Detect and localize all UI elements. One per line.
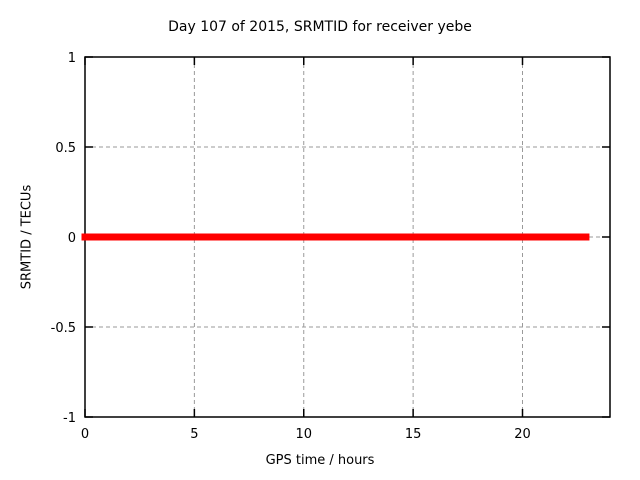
- x-tick-label-15: 15: [405, 427, 422, 442]
- y-tick-label-0.5: 0.5: [55, 141, 76, 156]
- x-axis-label: GPS time / hours: [265, 453, 375, 468]
- x-tick-label-20: 20: [514, 427, 531, 442]
- y-tick-label--1: -1: [63, 411, 76, 426]
- chart-title: Day 107 of 2015, SRMTID for receiver yeb…: [168, 19, 472, 35]
- x-tick-label-10: 10: [295, 427, 312, 442]
- x-tick-label-5: 5: [190, 427, 198, 442]
- y-tick-label-1: 1: [68, 51, 76, 66]
- y-tick-label-0: 0: [68, 231, 76, 246]
- y-tick-label--0.5: -0.5: [51, 321, 76, 336]
- x-tick-label-0: 0: [81, 427, 89, 442]
